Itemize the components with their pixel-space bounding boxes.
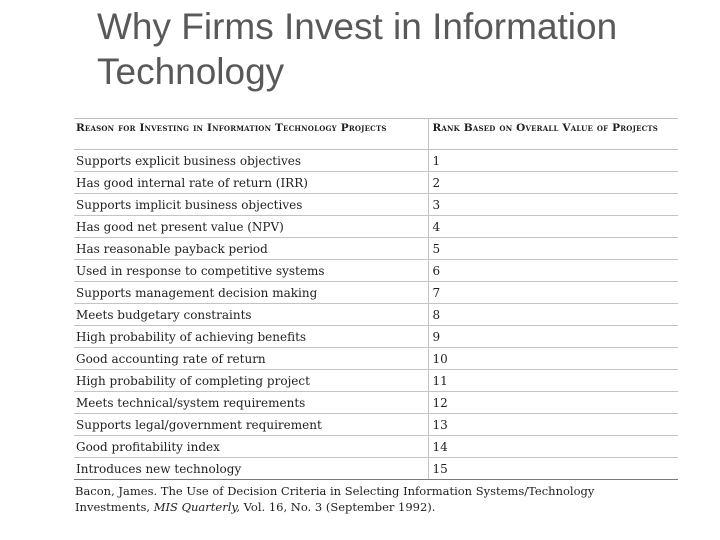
investment-reasons-table: Reason for Investing in Information Tech… xyxy=(74,118,678,480)
table-header-row: Reason for Investing in Information Tech… xyxy=(74,118,678,150)
citation-prefix: Investments, xyxy=(75,500,151,514)
header-rank: Rank Based on Overall Value of Projects xyxy=(427,118,678,150)
citation-line-2: Investments, MIS Quarterly, Vol. 16, No.… xyxy=(75,499,675,515)
reason-cell: Has good net present value (NPV) xyxy=(74,215,428,238)
reason-cell: Good accounting rate of return xyxy=(74,347,428,370)
table-row: Supports implicit business objectives 3 xyxy=(74,193,678,216)
reason-cell: Supports legal/government requirement xyxy=(74,413,428,436)
reason-cell: High probability of achieving benefits xyxy=(74,325,428,348)
table-row: Introduces new technology 15 xyxy=(74,457,678,480)
reason-cell: High probability of completing project xyxy=(74,369,428,392)
rank-cell: 13 xyxy=(427,413,678,436)
table-row: Good profitability index 14 xyxy=(74,435,678,458)
reason-cell: Introduces new technology xyxy=(74,457,428,480)
citation-line-1: Bacon, James. The Use of Decision Criter… xyxy=(75,484,595,498)
reason-cell: Supports implicit business objectives xyxy=(74,193,428,216)
rank-cell: 7 xyxy=(427,281,678,304)
reason-cell: Has reasonable payback period xyxy=(74,237,428,260)
table-row: Used in response to competitive systems 6 xyxy=(74,259,678,282)
rank-cell: 5 xyxy=(427,237,678,260)
reason-cell: Supports explicit business objectives xyxy=(74,149,428,172)
rank-cell: 15 xyxy=(427,457,678,480)
reason-cell: Has good internal rate of return (IRR) xyxy=(74,171,428,194)
rank-cell: 9 xyxy=(427,325,678,348)
header-reason: Reason for Investing in Information Tech… xyxy=(74,118,428,150)
slide-title: Why Firms Invest in Information Technolo… xyxy=(97,6,618,92)
citation-suffix: Vol. 16, No. 3 (September 1992). xyxy=(243,500,436,514)
table-body: Supports explicit business objectives 1 Ha… xyxy=(74,149,678,480)
table-row: High probability of achieving benefits 9 xyxy=(74,325,678,348)
table-row: Has good internal rate of return (IRR) 2 xyxy=(74,171,678,194)
rank-cell: 6 xyxy=(427,259,678,282)
reason-cell: Supports management decision making xyxy=(74,281,428,304)
citation-journal: MIS Quarterly, xyxy=(153,500,241,514)
reason-cell: Good profitability index xyxy=(74,435,428,458)
reason-cell: Meets technical/system requirements xyxy=(74,391,428,414)
reason-cell: Meets budgetary constraints xyxy=(74,303,428,326)
rank-cell: 10 xyxy=(427,347,678,370)
table-row: High probability of completing project 11 xyxy=(74,369,678,392)
rank-cell: 11 xyxy=(427,369,678,392)
rank-cell: 4 xyxy=(427,215,678,238)
table-row: Good accounting rate of return 10 xyxy=(74,347,678,370)
reason-cell: Used in response to competitive systems xyxy=(74,259,428,282)
table-row: Has reasonable payback period 5 xyxy=(74,237,678,260)
rank-cell: 14 xyxy=(427,435,678,458)
table-row: Meets budgetary constraints 8 xyxy=(74,303,678,326)
rank-cell: 2 xyxy=(427,171,678,194)
table-row: Supports legal/government requirement 13 xyxy=(74,413,678,436)
table-row: Supports explicit business objectives 1 xyxy=(74,149,678,172)
citation: Bacon, James. The Use of Decision Criter… xyxy=(75,483,675,515)
rank-cell: 8 xyxy=(427,303,678,326)
table-row: Has good net present value (NPV) 4 xyxy=(74,215,678,238)
table-row: Meets technical/system requirements 12 xyxy=(74,391,678,414)
rank-cell: 1 xyxy=(427,149,678,172)
rank-cell: 12 xyxy=(427,391,678,414)
rank-cell: 3 xyxy=(427,193,678,216)
table-row: Supports management decision making 7 xyxy=(74,281,678,304)
